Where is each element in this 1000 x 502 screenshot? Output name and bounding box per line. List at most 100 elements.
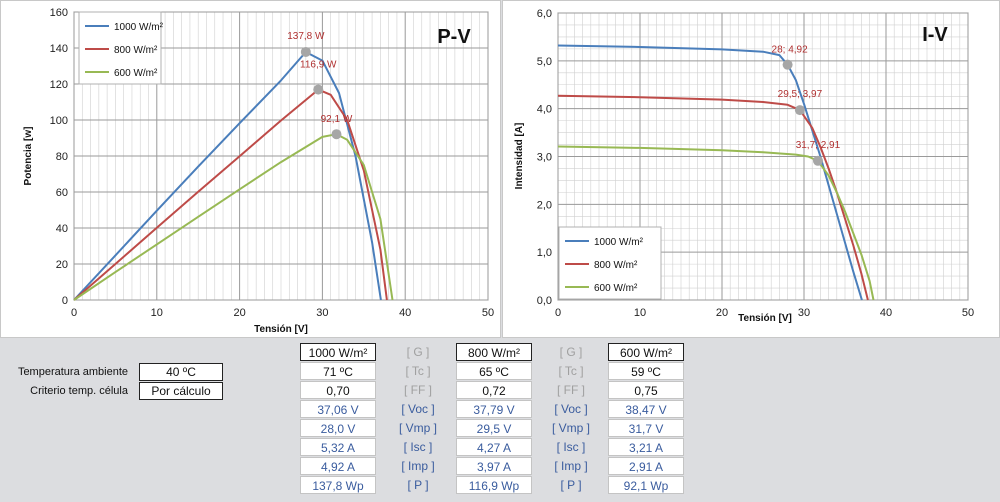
parameter-label: [ P ] [560, 478, 582, 492]
legend-label: 600 W/m² [114, 68, 158, 79]
x-axis-title: Tensión [V] [254, 324, 308, 335]
result-value-cell: 71 ºC [300, 362, 376, 380]
x-tick-label: 40 [880, 307, 892, 319]
y-tick-label: 60 [56, 187, 68, 199]
result-value-cell: 31,7 V [608, 419, 684, 437]
result-value-cell: 3,97 A [456, 457, 532, 475]
criterio-field[interactable]: Por cálculo [139, 382, 223, 400]
y-tick-label: 160 [50, 7, 68, 19]
chart-title: P-V [437, 26, 471, 48]
result-value-cell: 116,9 Wp [456, 476, 532, 494]
result-value-cell: 28,0 V [300, 419, 376, 437]
x-tick-label: 50 [962, 307, 974, 319]
chart-title: I-V [922, 24, 948, 46]
result-value-cell: 38,47 V [608, 400, 684, 418]
result-value-cell: 29,5 V [456, 419, 532, 437]
x-tick-label: 10 [634, 307, 646, 319]
x-tick-label: 0 [555, 307, 561, 319]
result-value-cell: 4,27 A [456, 438, 532, 456]
y-tick-label: 100 [50, 115, 68, 127]
series-line-2 [73, 133, 394, 301]
result-value-cell: 0,75 [608, 381, 684, 399]
x-tick-label: 0 [71, 307, 77, 319]
legend-label: 1000 W/m² [594, 237, 644, 248]
temperature-field[interactable]: 40 ºC [139, 363, 223, 381]
mpp-marker [331, 129, 342, 140]
parameter-label: [ Voc ] [554, 402, 588, 416]
y-tick-label: 4,0 [537, 104, 552, 116]
parameter-label: [ FF ] [404, 383, 432, 397]
parameter-label: [ Tc ] [405, 364, 431, 378]
parameter-label: [ Tc ] [558, 364, 584, 378]
x-tick-label: 10 [151, 307, 163, 319]
series-line-1 [557, 94, 869, 301]
y-tick-label: 1,0 [537, 247, 552, 259]
irradiance-header-cell: 600 W/m² [608, 343, 684, 361]
parameter-label: [ Voc ] [401, 402, 435, 416]
mpp-data-label: 28; 4,92 [772, 45, 809, 56]
y-tick-label: 0 [62, 295, 68, 307]
iv-chart: 0 10 20 30 40 50 0,0 1,0 2,0 3,0 4,0 5,0 6,0 Tensión … [514, 8, 974, 324]
y-tick-label: 80 [56, 151, 68, 163]
parameter-label: [ G ] [406, 345, 430, 359]
temperature-row: Temperatura ambiente 40 ºC [0, 363, 230, 381]
pv-chart-panel: 0 10 20 30 40 50 0 20 40 60 80 100 120 140 160 Tensión … [0, 0, 501, 338]
criterio-row: Criterio temp. célula Por cálculo [0, 382, 230, 400]
result-value-cell: 37,79 V [456, 400, 532, 418]
parameter-label: [ Vmp ] [398, 421, 437, 435]
mpp-data-label: 92,1 W [321, 114, 353, 125]
y-tick-label: 120 [50, 79, 68, 91]
y-tick-label: 140 [50, 43, 68, 55]
legend-label: 600 W/m² [594, 283, 638, 294]
y-tick-label: 3,0 [537, 152, 552, 164]
result-value-cell: 4,92 A [300, 457, 376, 475]
result-value-cell: 0,72 [456, 381, 532, 399]
y-tick-label: 2,0 [537, 199, 552, 211]
parameter-label: [ Isc ] [403, 440, 433, 454]
mpp-data-label: 116,9 W [300, 60, 337, 71]
mpp-marker [313, 84, 324, 95]
y-tick-label: 5,0 [537, 56, 552, 68]
parameter-label: [ G ] [559, 345, 583, 359]
parameter-label: [ Vmp ] [551, 421, 590, 435]
x-tick-label: 20 [716, 307, 728, 319]
result-value-cell: 37,06 V [300, 400, 376, 418]
x-axis-title: Tensión [V] [738, 313, 792, 324]
x-tick-label: 20 [233, 307, 245, 319]
parameter-label: [ FF ] [557, 383, 585, 397]
result-value-cell: 65 ºC [456, 362, 532, 380]
result-value-cell: 5,32 A [300, 438, 376, 456]
series-line-0 [557, 44, 863, 301]
y-tick-label: 20 [56, 259, 68, 271]
series-line-0 [73, 51, 382, 301]
y-axis-title: Intensidad [A] [514, 123, 525, 190]
irradiance-header-cell: 1000 W/m² [300, 343, 376, 361]
y-tick-label: 0,0 [537, 295, 552, 307]
result-value-cell: 59 ºC [608, 362, 684, 380]
result-value-cell: 137,8 Wp [300, 476, 376, 494]
result-value-cell: 2,91 A [608, 457, 684, 475]
mpp-marker [794, 105, 805, 116]
y-tick-label: 40 [56, 223, 68, 235]
legend-label: 800 W/m² [114, 45, 158, 56]
x-tick-label: 30 [316, 307, 328, 319]
parameter-label: [ P ] [407, 478, 429, 492]
series-line-1 [73, 88, 388, 301]
irradiance-header-cell: 800 W/m² [456, 343, 532, 361]
iv-chart-panel: 0 10 20 30 40 50 0,0 1,0 2,0 3,0 4,0 5,0 6,0 Tensión … [502, 0, 1000, 338]
mpp-marker [782, 59, 793, 70]
mpp-marker [300, 46, 311, 57]
x-tick-label: 40 [399, 307, 411, 319]
legend-label: 800 W/m² [594, 260, 638, 271]
temperature-label: Temperatura ambiente [17, 366, 128, 378]
x-tick-label: 30 [798, 307, 810, 319]
mpp-data-label: 31,7; 2,91 [796, 140, 841, 151]
mpp-marker [812, 155, 823, 166]
parameter-label: [ Isc ] [556, 440, 586, 454]
x-tick-label: 50 [482, 307, 494, 319]
parameter-label: [ Imp ] [401, 459, 435, 473]
result-value-cell: 92,1 Wp [608, 476, 684, 494]
result-value-cell: 3,21 A [608, 438, 684, 456]
series-line-2 [557, 145, 875, 301]
y-axis-title: Potencia [w] [23, 127, 34, 186]
